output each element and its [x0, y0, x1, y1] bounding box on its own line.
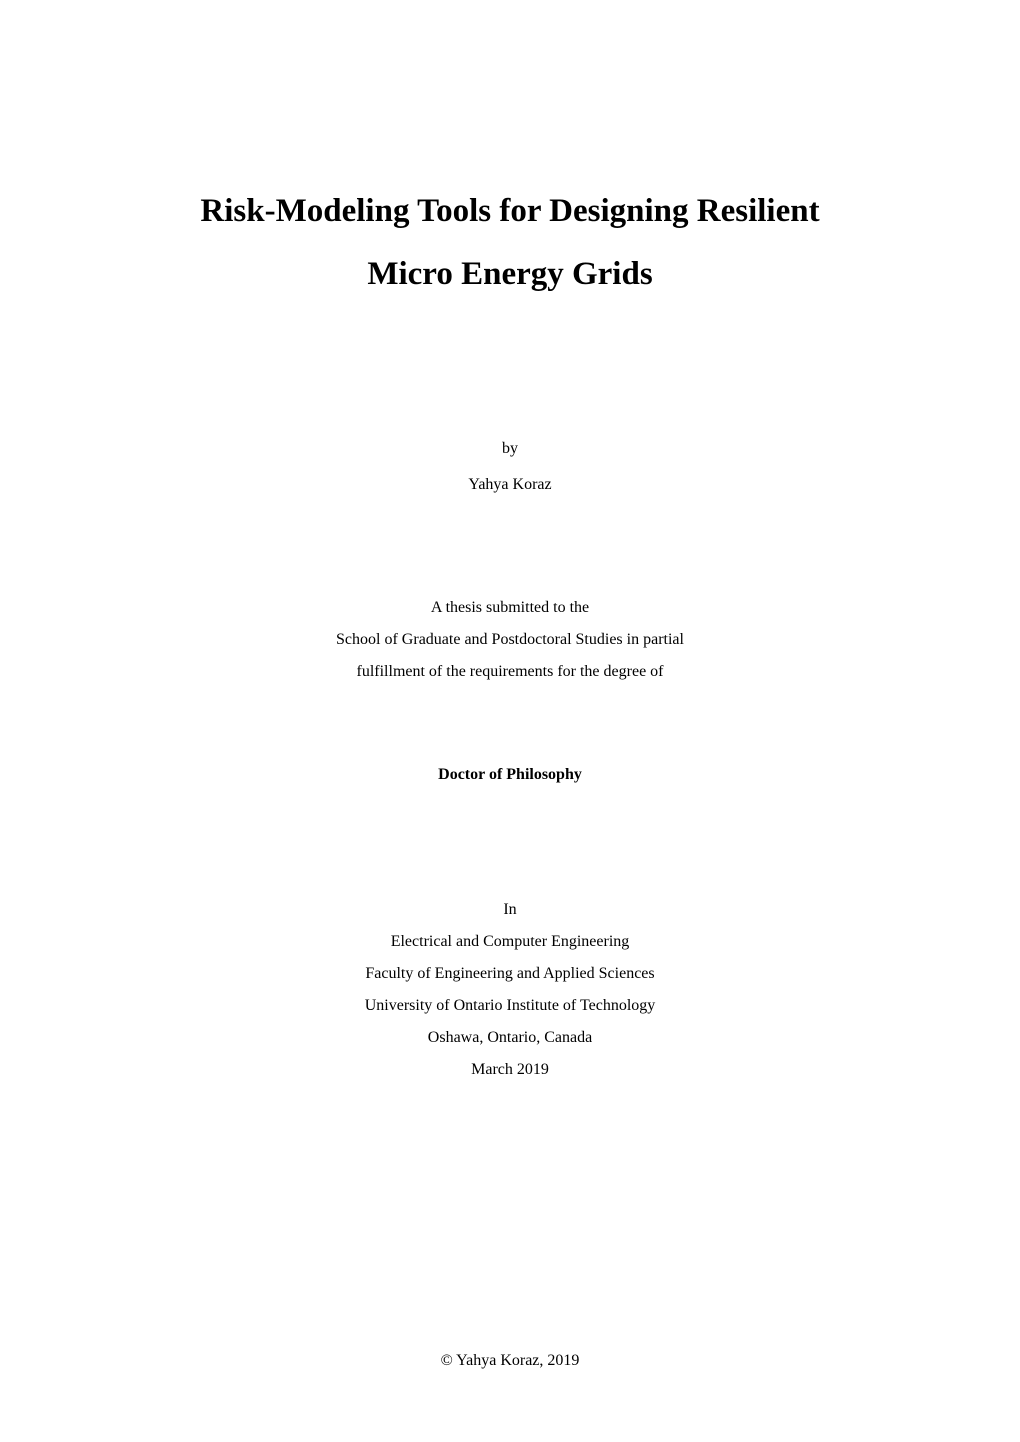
submission-line-1: A thesis submitted to the — [100, 592, 920, 624]
affil-location: Oshawa, Ontario, Canada — [100, 1022, 920, 1054]
affiliation-block: In Electrical and Computer Engineering F… — [100, 894, 920, 1086]
submission-line-2: School of Graduate and Postdoctoral Stud… — [100, 624, 920, 656]
affil-faculty: Faculty of Engineering and Applied Scien… — [100, 958, 920, 990]
affil-date: March 2019 — [100, 1054, 920, 1086]
by-block: by Yahya Koraz — [100, 440, 920, 494]
affil-university: University of Ontario Institute of Techn… — [100, 990, 920, 1022]
title-line-2: Micro Energy Grids — [100, 243, 920, 306]
copyright-block: © Yahya Koraz, 2019 — [0, 1352, 1020, 1370]
degree-block: Doctor of Philosophy — [100, 766, 920, 784]
copyright-text: © Yahya Koraz, 2019 — [441, 1352, 580, 1369]
thesis-title-page: Risk-Modeling Tools for Designing Resili… — [0, 0, 1020, 1442]
author-name: Yahya Koraz — [100, 476, 920, 494]
affil-in: In — [100, 894, 920, 926]
submission-line-3: fulfillment of the requirements for the … — [100, 656, 920, 688]
title-line-1: Risk-Modeling Tools for Designing Resili… — [100, 180, 920, 243]
degree-text: Doctor of Philosophy — [438, 766, 582, 783]
title-block: Risk-Modeling Tools for Designing Resili… — [100, 0, 920, 305]
submission-block: A thesis submitted to the School of Grad… — [100, 592, 920, 688]
affil-dept: Electrical and Computer Engineering — [100, 926, 920, 958]
by-label: by — [100, 440, 920, 458]
